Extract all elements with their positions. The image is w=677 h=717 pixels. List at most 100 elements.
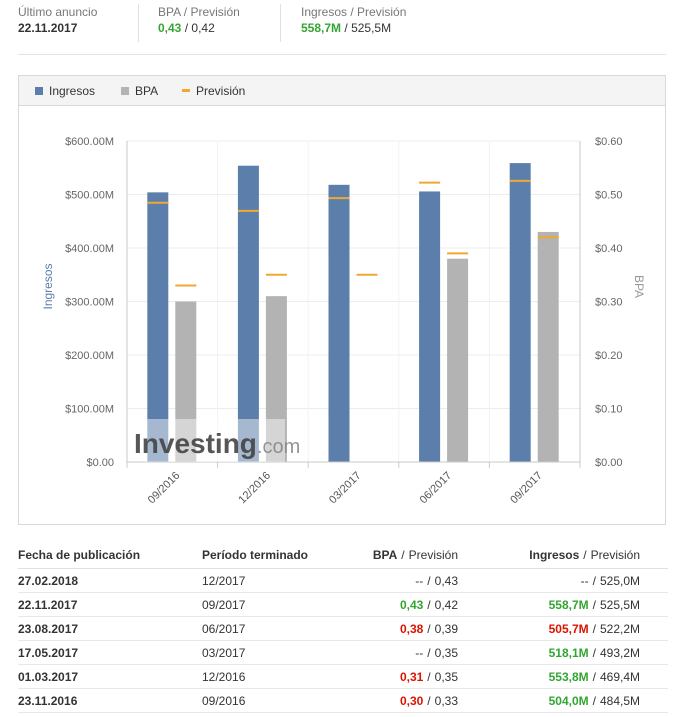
separator-slash: / <box>427 694 431 708</box>
cell-ingresos: --/525,0M <box>488 574 640 588</box>
table-row: 27.02.2018 12/2017 --/0,43 --/525,0M <box>18 569 668 593</box>
watermark-logo-domain: .com <box>257 436 300 458</box>
header-ingresos: Ingresos / Previsión <box>488 548 640 562</box>
cell-date: 27.02.2018 <box>18 574 79 588</box>
y-tick-right: $0.00 <box>595 457 623 469</box>
bpa-actual: 0,31 <box>399 670 424 684</box>
cell-bpa: --/0,43 <box>348 574 458 588</box>
bpa-actual: 0,38 <box>399 622 424 636</box>
chart-legend: Ingresos BPA Previsión <box>19 76 665 106</box>
legend-label-bpa: BPA <box>135 84 159 98</box>
ingresos-summary: Ingresos / Previsión 558,7M / 525,5M <box>301 4 406 44</box>
bpa-summary-actual: 0,43 <box>158 21 182 35</box>
ingresos-actual: 518,1M <box>548 646 589 660</box>
cell-bpa: --/0,35 <box>348 646 458 660</box>
earnings-summary: Último anuncio 22.11.2017 BPA / Previsió… <box>18 4 667 44</box>
bpa-forecast: 0,39 <box>434 622 458 636</box>
separator-slash: / <box>592 670 596 684</box>
legend-item-bpa[interactable]: BPA <box>121 84 158 98</box>
ingresos-forecast: 484,5M <box>599 694 640 708</box>
cell-period: 09/2017 <box>202 598 246 612</box>
table-header: Fecha de publicación Período terminado B… <box>18 546 668 569</box>
bpa-actual: 0,30 <box>399 694 424 708</box>
ingresos-forecast: 469,4M <box>599 670 640 684</box>
separator-slash: / <box>427 574 431 588</box>
separator-slash: / <box>184 21 189 35</box>
separator-slash: / <box>427 646 431 660</box>
bpa-forecast: 0,35 <box>434 646 458 660</box>
header-period: Período terminado <box>202 548 309 562</box>
x-tick-label: 09/2017 <box>508 470 545 507</box>
watermark-logo: Investing.com <box>134 428 300 459</box>
ingresos-forecast: 525,0M <box>599 574 640 588</box>
ingresos-actual: 505,7M <box>548 622 589 636</box>
earnings-chart-panel: Ingresos BPA Previsión $0.00 $0.00 $100.00… <box>18 75 666 525</box>
y-tick-left: $100.00M <box>65 404 114 416</box>
cell-period: 03/2017 <box>202 646 246 660</box>
table-row: 22.11.2017 09/2017 0,43/0,42 558,7M/525,5M <box>18 593 668 617</box>
y-tick-left: $300.00M <box>65 297 114 309</box>
bar-bpa <box>537 231 559 462</box>
legend-swatch-prevision <box>182 89 190 93</box>
y-tick-left: $0.00 <box>86 457 114 469</box>
divider <box>280 4 281 42</box>
ingresos-summary-label: Ingresos / Previsión <box>301 5 407 19</box>
legend-item-prevision[interactable]: Previsión <box>182 84 245 98</box>
cell-bpa: 0,31/0,35 <box>348 670 458 684</box>
earnings-chart: $0.00 $0.00 $100.00M $0.10 $200.00M $0.20 $300… <box>41 136 646 507</box>
last-announcement: Último anuncio 22.11.2017 <box>18 4 97 44</box>
bpa-actual: -- <box>415 574 424 588</box>
header-date: Fecha de publicación <box>18 548 141 562</box>
cell-date: 17.05.2017 <box>18 646 79 660</box>
x-tick-label: 12/2016 <box>236 470 273 507</box>
legend-swatch-ingresos <box>35 86 43 95</box>
ingresos-actual: 504,0M <box>548 694 589 708</box>
cell-date: 01.03.2017 <box>18 670 79 684</box>
separator-slash: / <box>592 622 596 636</box>
y-tick-right: $0.60 <box>595 136 623 148</box>
header-bpa-label: BPA <box>372 548 398 562</box>
bar-ingresos <box>419 191 441 462</box>
legend-item-ingresos[interactable]: Ingresos <box>35 84 95 98</box>
y-tick-right: $0.40 <box>595 243 623 255</box>
header-bpa: BPA / Previsión <box>348 548 458 562</box>
cell-ingresos: 518,1M/493,2M <box>488 646 640 660</box>
cell-ingresos: 504,0M/484,5M <box>488 694 640 708</box>
y-tick-right: $0.50 <box>595 190 623 202</box>
cell-period: 12/2016 <box>202 670 246 684</box>
cell-ingresos: 558,7M/525,5M <box>488 598 640 612</box>
bpa-forecast: 0,43 <box>434 574 458 588</box>
cell-bpa: 0,38/0,39 <box>348 622 458 636</box>
cell-ingresos: 553,8M/469,4M <box>488 670 640 684</box>
separator-slash: / <box>344 21 348 35</box>
bpa-summary-forecast: 0,42 <box>191 21 215 35</box>
y-axis-title-left: Ingresos <box>41 263 55 309</box>
legend-swatch-bpa <box>121 86 129 95</box>
bar-ingresos <box>509 163 531 462</box>
ingresos-actual: -- <box>580 574 589 588</box>
header-ingresos-label: Ingresos <box>529 548 580 562</box>
ingresos-forecast: 493,2M <box>599 646 640 660</box>
y-tick-right: $0.30 <box>595 297 623 309</box>
y-axis-title-right: BPA <box>632 275 646 298</box>
separator-slash: / <box>592 694 596 708</box>
ingresos-summary-forecast: 525,5M <box>351 21 392 35</box>
header-divider <box>18 54 666 55</box>
ingresos-actual: 553,8M <box>548 670 589 684</box>
bpa-forecast: 0,35 <box>434 670 458 684</box>
cell-bpa: 0,43/0,42 <box>348 598 458 612</box>
separator-slash: / <box>401 548 405 562</box>
header-bpa-forecast: Previsión <box>408 548 458 562</box>
legend-label-ingresos: Ingresos <box>49 84 96 98</box>
legend-label-prevision: Previsión <box>196 84 246 98</box>
cell-ingresos: 505,7M/522,2M <box>488 622 640 636</box>
earnings-table: Fecha de publicación Período terminado B… <box>18 546 668 713</box>
cell-period: 09/2016 <box>202 694 246 708</box>
cell-date: 23.08.2017 <box>18 622 79 636</box>
bpa-forecast: 0,33 <box>434 694 458 708</box>
cell-date: 23.11.2016 <box>18 694 78 708</box>
y-tick-right: $0.10 <box>595 404 623 416</box>
ingresos-summary-actual: 558,7M <box>301 21 342 35</box>
separator-slash: / <box>427 622 431 636</box>
ingresos-forecast: 525,5M <box>599 598 640 612</box>
